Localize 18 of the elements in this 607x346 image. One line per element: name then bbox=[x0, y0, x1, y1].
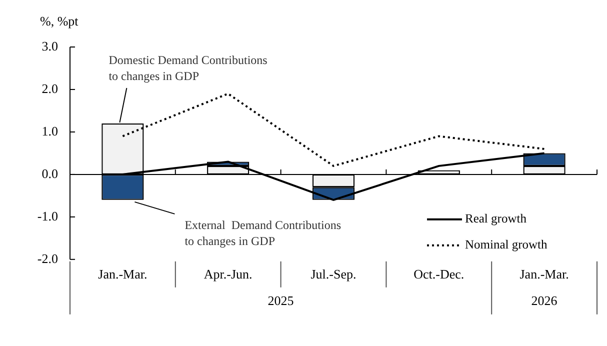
series-label: External Demand Contributions to changes in GDP bbox=[184, 218, 342, 248]
legend-label: Real growth bbox=[465, 212, 528, 226]
y-tick-label: -2.0 bbox=[37, 250, 58, 266]
x-tick-label: Apr.-Jun. bbox=[204, 266, 252, 282]
x-tick-label: Jul.-Sep. bbox=[310, 266, 356, 282]
x-tick-label: Oct.-Dec. bbox=[414, 266, 464, 282]
y-tick-label: 1.0 bbox=[42, 123, 58, 138]
y-axis-title: %, %pt bbox=[40, 13, 79, 28]
text: 2025 bbox=[268, 292, 294, 308]
text: Domestic Demand Contributions to changes in GDP bbox=[108, 53, 268, 83]
y-tick-label: 0.0 bbox=[42, 166, 58, 181]
legend-label: Nominal growth bbox=[465, 238, 548, 252]
text: 2026 bbox=[531, 292, 558, 308]
y-tick-label: 2.0 bbox=[42, 80, 58, 96]
y-tick-label: -1.0 bbox=[37, 208, 58, 224]
x-tick-label: Jan.-Mar. bbox=[98, 266, 148, 282]
x-tick-label: Jan.-Mar. bbox=[520, 266, 569, 282]
y-tick-label: 3.0 bbox=[42, 38, 58, 54]
